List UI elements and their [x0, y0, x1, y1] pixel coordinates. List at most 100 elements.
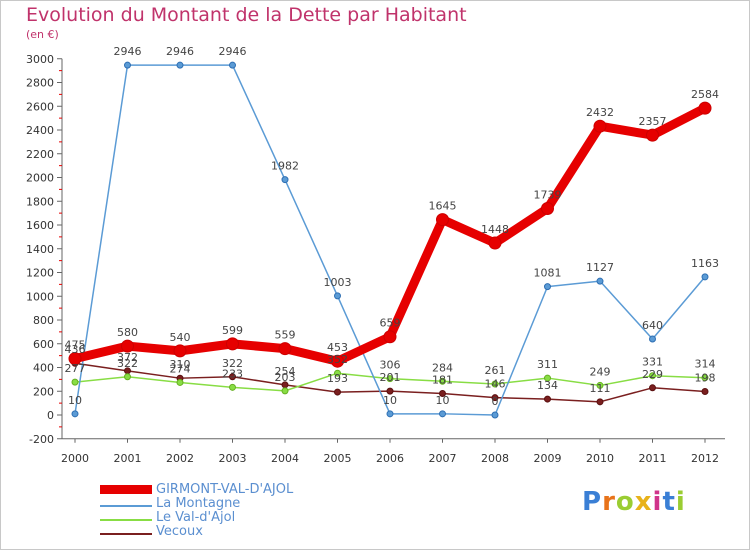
data-point	[176, 378, 184, 386]
x-tick-label: 2011	[639, 452, 667, 465]
x-tick-label: 2001	[114, 452, 142, 465]
data-label: 372	[117, 351, 138, 364]
x-tick-label: 2005	[324, 452, 352, 465]
y-tick-label: 3000	[26, 53, 54, 66]
data-point	[121, 339, 134, 353]
data-label: 2584	[691, 88, 719, 101]
data-point	[596, 277, 604, 285]
legend-label-le-val-dajol: Le Val-d'Ajol	[156, 510, 236, 525]
data-point	[701, 273, 709, 281]
data-point	[71, 378, 79, 386]
x-tick-label: 2010	[586, 452, 614, 465]
data-point	[491, 411, 499, 419]
data-label: 146	[485, 378, 506, 391]
data-point	[698, 101, 712, 115]
data-label: 1003	[324, 276, 352, 289]
y-tick-label: 1000	[26, 290, 54, 303]
data-point	[596, 398, 604, 406]
data-point	[649, 384, 656, 392]
y-tick-label: 2200	[26, 148, 54, 161]
data-point	[439, 377, 446, 385]
x-tick-label: 2002	[166, 452, 194, 465]
data-label: 10	[68, 394, 82, 407]
y-tick-label: -200	[29, 433, 54, 446]
y-tick-label: 800	[33, 314, 54, 327]
data-label: 261	[485, 364, 506, 377]
data-label: 249	[590, 365, 611, 378]
legend-label-girmont: GIRMONT-VAL-D'AJOL	[156, 482, 294, 497]
data-label: 2432	[586, 106, 614, 119]
data-point	[124, 373, 131, 381]
data-point	[334, 369, 341, 377]
data-label: 2946	[114, 45, 142, 58]
data-point	[491, 394, 499, 402]
data-point	[596, 381, 604, 389]
data-label: 181	[432, 374, 453, 387]
data-label: 640	[642, 319, 663, 332]
data-point	[71, 410, 79, 418]
data-point	[229, 61, 236, 69]
data-label: 1081	[534, 267, 562, 280]
y-tick-label: 200	[33, 385, 54, 398]
data-label: 559	[275, 329, 296, 342]
data-point	[649, 335, 656, 343]
chart-title: Evolution du Montant de la Dette par Hab…	[26, 4, 467, 26]
data-point	[439, 390, 446, 398]
data-point	[488, 236, 502, 250]
data-label: 284	[432, 361, 453, 374]
x-tick-label: 2004	[271, 452, 299, 465]
y-tick-label: 2800	[26, 77, 54, 90]
y-tick-label: 1800	[26, 195, 54, 208]
data-point	[436, 213, 449, 227]
legend-swatch-girmont	[100, 485, 152, 494]
data-label: 254	[275, 365, 296, 378]
legend-swatch-le-val-dajol	[100, 519, 152, 521]
x-tick-label: 2003	[219, 452, 247, 465]
data-label: 193	[327, 372, 348, 385]
data-label: 314	[695, 358, 716, 371]
data-label: 274	[170, 362, 191, 375]
x-tick-label: 2007	[429, 452, 457, 465]
x-tick-label: 2009	[534, 452, 562, 465]
data-point	[229, 383, 236, 391]
data-point	[544, 283, 551, 291]
y-tick-label: 0	[47, 409, 54, 422]
data-label: 1163	[691, 257, 719, 270]
data-point	[646, 128, 659, 142]
data-point	[541, 201, 554, 215]
y-tick-label: 400	[33, 362, 54, 375]
x-tick-label: 2006	[376, 452, 404, 465]
data-label: 310	[170, 358, 191, 371]
legend-label-vecoux: Vecoux	[156, 524, 203, 539]
data-point	[593, 119, 607, 133]
data-point	[331, 354, 344, 368]
data-label: 0	[492, 395, 499, 408]
data-point	[386, 375, 394, 383]
data-label: 540	[170, 331, 191, 344]
x-tick-label: 2012	[691, 452, 719, 465]
data-label: 580	[117, 326, 138, 339]
data-point	[278, 342, 292, 356]
data-label: 475	[65, 339, 86, 352]
data-point	[334, 388, 341, 396]
data-point	[544, 374, 551, 382]
data-point	[386, 387, 394, 395]
data-label: 111	[590, 382, 611, 395]
data-label: 352	[327, 353, 348, 366]
data-label: 1127	[586, 261, 614, 274]
data-point	[386, 410, 394, 418]
data-point	[383, 330, 397, 344]
data-point	[544, 395, 551, 403]
data-point	[701, 387, 709, 395]
data-point	[649, 372, 656, 380]
data-label: 277	[65, 362, 86, 375]
data-point	[281, 387, 289, 395]
data-label: 2946	[219, 45, 247, 58]
y-tick-label: 2000	[26, 172, 54, 185]
data-label: 198	[695, 371, 716, 384]
y-tick-label: 600	[33, 338, 54, 351]
data-label: 2357	[639, 115, 667, 128]
data-label: 10	[383, 394, 397, 407]
y-tick-label: 1600	[26, 219, 54, 232]
